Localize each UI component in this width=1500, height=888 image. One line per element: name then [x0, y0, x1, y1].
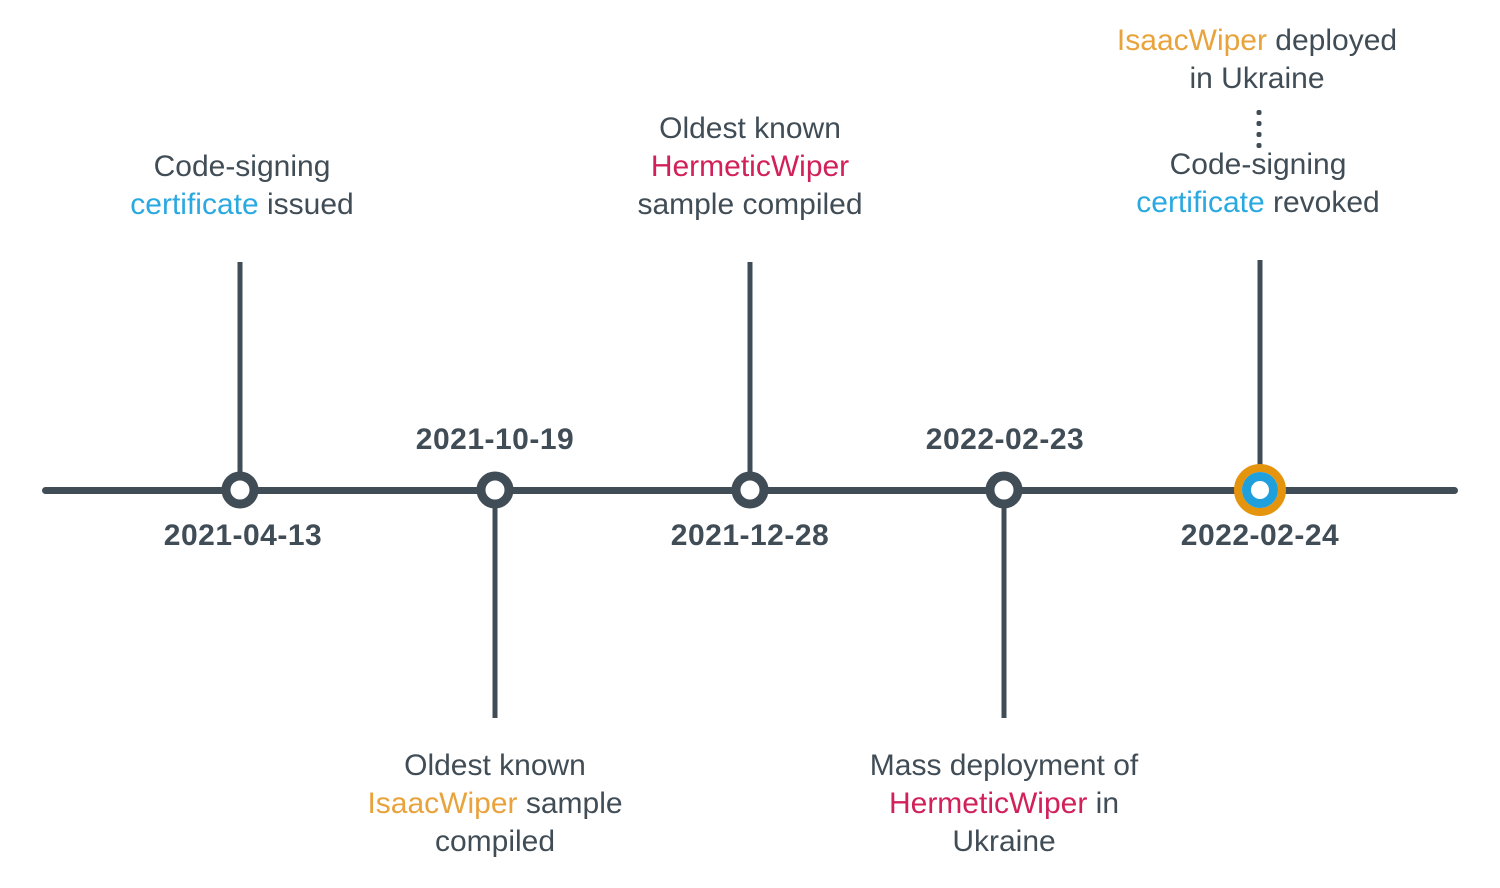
connector-line	[237, 262, 243, 474]
event-label-line: Ukraine	[870, 823, 1138, 861]
connector-line	[1257, 260, 1263, 466]
dot	[1256, 143, 1262, 148]
event-date: 2022-02-24	[1180, 519, 1340, 552]
event-label-line: Mass deployment of	[870, 747, 1138, 785]
dot	[1256, 110, 1262, 115]
event-label-line: certificate issued	[130, 186, 353, 224]
label-text: Oldest known	[659, 112, 841, 145]
dot	[1256, 121, 1262, 126]
label-text: in	[1087, 787, 1120, 820]
event-label-line: HermeticWiper in	[870, 785, 1138, 823]
event-label-line: certificate revoked	[1136, 184, 1379, 222]
label-text: Mass deployment of	[869, 749, 1139, 782]
event-label-line: sample compiled	[637, 186, 862, 224]
event-label-line: IsaacWiper deployed	[1117, 22, 1397, 60]
event-date: 2022-02-23	[925, 423, 1085, 456]
connector-line	[1001, 506, 1007, 718]
label-text: sample compiled	[637, 188, 863, 221]
label-text: issued	[258, 188, 354, 221]
label-text: Code-signing	[1169, 148, 1347, 181]
ellipsis-dots	[1256, 110, 1262, 148]
timeline-marker-orange	[476, 471, 514, 509]
event-label-line: Code-signing	[1136, 146, 1379, 184]
event-label-line: Oldest known	[637, 110, 862, 148]
event-label: IsaacWiper deployed in Ukraine	[1117, 22, 1397, 98]
label-text: revoked	[1264, 186, 1380, 219]
event-label: Oldest known HermeticWiper sample compil…	[637, 110, 862, 224]
label-text: Oldest known	[404, 749, 586, 782]
connector-line	[747, 262, 753, 474]
label-text-hermeticwiper: HermeticWiper	[888, 787, 1088, 820]
timeline-marker-inner-blue	[1242, 472, 1278, 508]
event-label-line: IsaacWiper sample	[367, 785, 622, 823]
timeline-marker-orange-blue	[1234, 464, 1286, 516]
event-label: Oldest known IsaacWiper sample compiled	[367, 747, 622, 861]
label-text: Code-signing	[153, 150, 331, 183]
event-label-line: compiled	[367, 823, 622, 861]
event-label: Code-signing certificate revoked	[1136, 146, 1379, 222]
label-text: in Ukraine	[1189, 62, 1325, 95]
label-text-hermeticwiper: HermeticWiper	[650, 150, 850, 183]
timeline-marker-pink	[985, 471, 1023, 509]
timeline-marker-blue	[221, 471, 259, 509]
label-text-certificate: certificate	[130, 188, 259, 221]
event-label-line: HermeticWiper	[637, 148, 862, 186]
connector-line	[492, 506, 498, 718]
label-text: Ukraine	[952, 825, 1056, 858]
event-label: Mass deployment of HermeticWiper in Ukra…	[870, 747, 1138, 861]
label-text-isaacwiper: IsaacWiper	[1116, 24, 1267, 57]
event-date: 2021-12-28	[670, 519, 830, 552]
dot	[1256, 132, 1262, 137]
event-label-line: Code-signing	[130, 148, 353, 186]
label-text: compiled	[434, 825, 556, 858]
label-text: deployed	[1266, 24, 1398, 57]
timeline-marker-pink	[731, 471, 769, 509]
label-text-certificate: certificate	[1136, 186, 1265, 219]
event-label-line: in Ukraine	[1117, 60, 1397, 98]
event-label-line: Oldest known	[367, 747, 622, 785]
event-label: Code-signing certificate issued	[130, 148, 353, 224]
event-date: 2021-10-19	[415, 423, 575, 456]
label-text: sample	[517, 787, 623, 820]
label-text-isaacwiper: IsaacWiper	[367, 787, 518, 820]
event-date: 2021-04-13	[163, 519, 323, 552]
